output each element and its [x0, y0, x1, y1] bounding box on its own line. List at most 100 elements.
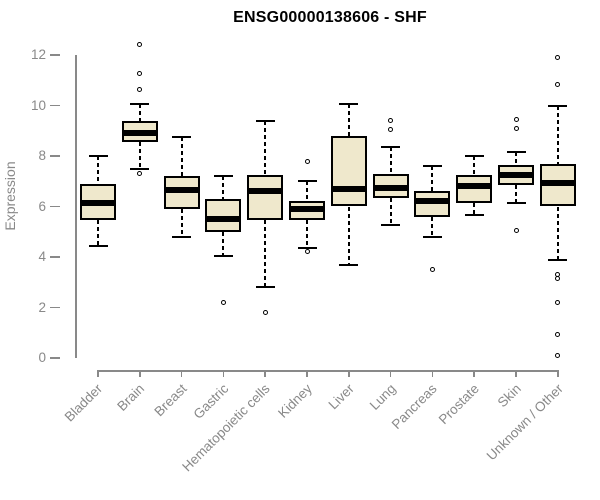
outlier-point — [513, 116, 519, 122]
y-axis-line — [75, 55, 77, 358]
median-line — [330, 185, 367, 192]
x-axis-category-label: Unknown / Other — [483, 381, 566, 464]
x-axis-category-label: Lung — [366, 381, 399, 413]
median-line — [80, 199, 116, 206]
box — [330, 135, 367, 207]
whisker-upper — [180, 137, 183, 177]
x-axis-line — [97, 370, 559, 372]
whisker-cap-high — [297, 180, 317, 183]
whisker-upper — [347, 104, 350, 136]
x-tick — [97, 370, 99, 377]
y-tick-label: 2 — [38, 299, 46, 315]
y-tick-label: 12 — [30, 47, 46, 62]
outlier-point — [555, 299, 561, 305]
y-tick — [50, 205, 60, 208]
whisker-cap-high — [130, 103, 150, 106]
median-line — [247, 188, 284, 195]
whisker-cap-high — [506, 151, 526, 154]
outlier-point — [555, 55, 561, 61]
x-axis-category-label: Breast — [151, 381, 190, 420]
whisker-lower — [264, 220, 267, 288]
whisker-cap-low — [548, 258, 568, 261]
whisker-lower — [473, 202, 476, 216]
median-line — [456, 183, 493, 190]
y-tick — [50, 155, 60, 157]
y-tick — [50, 357, 60, 359]
whisker-lower — [389, 197, 392, 226]
whisker-cap-low — [381, 224, 401, 227]
whisker-cap-high — [339, 103, 359, 106]
x-axis-category-label: Bladder — [62, 381, 106, 425]
outlier-point — [388, 126, 394, 132]
x-tick — [139, 370, 141, 377]
outlier-point — [137, 42, 143, 48]
whisker-upper — [264, 120, 267, 175]
median-line — [498, 171, 534, 178]
whisker-cap-high — [213, 175, 233, 178]
whisker-cap-high — [422, 165, 442, 168]
x-tick — [222, 370, 225, 377]
whisker-cap-low — [422, 235, 442, 238]
whisker-cap-high — [464, 155, 484, 157]
whisker-cap-high — [381, 146, 401, 149]
x-tick — [180, 370, 183, 377]
x-tick — [264, 370, 266, 377]
whisker-upper — [389, 147, 392, 174]
x-tick — [389, 370, 392, 377]
outlier-point — [555, 352, 561, 358]
whisker-lower — [180, 209, 183, 237]
x-axis-category-label: Kidney — [274, 381, 315, 421]
x-tick — [473, 370, 475, 377]
whisker-cap-low — [464, 214, 484, 217]
whisker-cap-low — [130, 167, 150, 170]
whisker-upper — [222, 176, 225, 199]
y-tick-label: 8 — [38, 148, 46, 163]
x-tick — [557, 370, 559, 377]
whisker-cap-low — [506, 201, 526, 204]
y-tick — [50, 306, 60, 309]
median-line — [205, 216, 242, 223]
median-line — [163, 187, 200, 194]
x-axis-category-label: Liver — [325, 381, 357, 413]
whisker-lower — [222, 231, 225, 256]
y-tick-label: 6 — [38, 198, 46, 214]
whisker-lower — [431, 216, 434, 237]
whisker-cap-low — [339, 263, 359, 266]
x-axis-category-label: Pancreas — [389, 381, 441, 432]
outlier-point — [388, 118, 394, 124]
y-tick-label: 0 — [38, 350, 46, 365]
box — [205, 198, 242, 232]
outlier-point — [137, 171, 143, 177]
whisker-lower — [556, 206, 559, 260]
y-tick-label: 4 — [38, 249, 46, 264]
y-tick — [50, 256, 60, 258]
whisker-upper — [97, 156, 99, 184]
outlier-point — [304, 249, 310, 255]
box — [247, 174, 284, 221]
whisker-upper — [306, 181, 308, 202]
whisker-upper — [556, 105, 559, 164]
x-tick — [348, 370, 350, 377]
whisker-cap-low — [213, 254, 233, 257]
whisker-cap-high — [548, 104, 568, 107]
x-axis-category-label: Gastric — [190, 381, 232, 422]
outlier-point — [555, 81, 561, 87]
whisker-lower — [515, 185, 517, 203]
median-line — [539, 179, 576, 186]
outlier-point — [304, 158, 310, 164]
outlier-point — [555, 275, 561, 281]
outlier-point — [555, 331, 561, 337]
whisker-lower — [306, 220, 308, 249]
outlier-point — [262, 310, 268, 316]
whisker-upper — [473, 156, 476, 175]
outlier-point — [513, 227, 519, 233]
median-line — [121, 130, 158, 137]
whisker-cap-high — [172, 136, 192, 139]
outlier-point — [137, 86, 143, 92]
outlier-point — [429, 267, 435, 273]
whisker-lower — [347, 206, 350, 265]
x-tick — [306, 370, 308, 377]
x-tick — [431, 370, 434, 377]
